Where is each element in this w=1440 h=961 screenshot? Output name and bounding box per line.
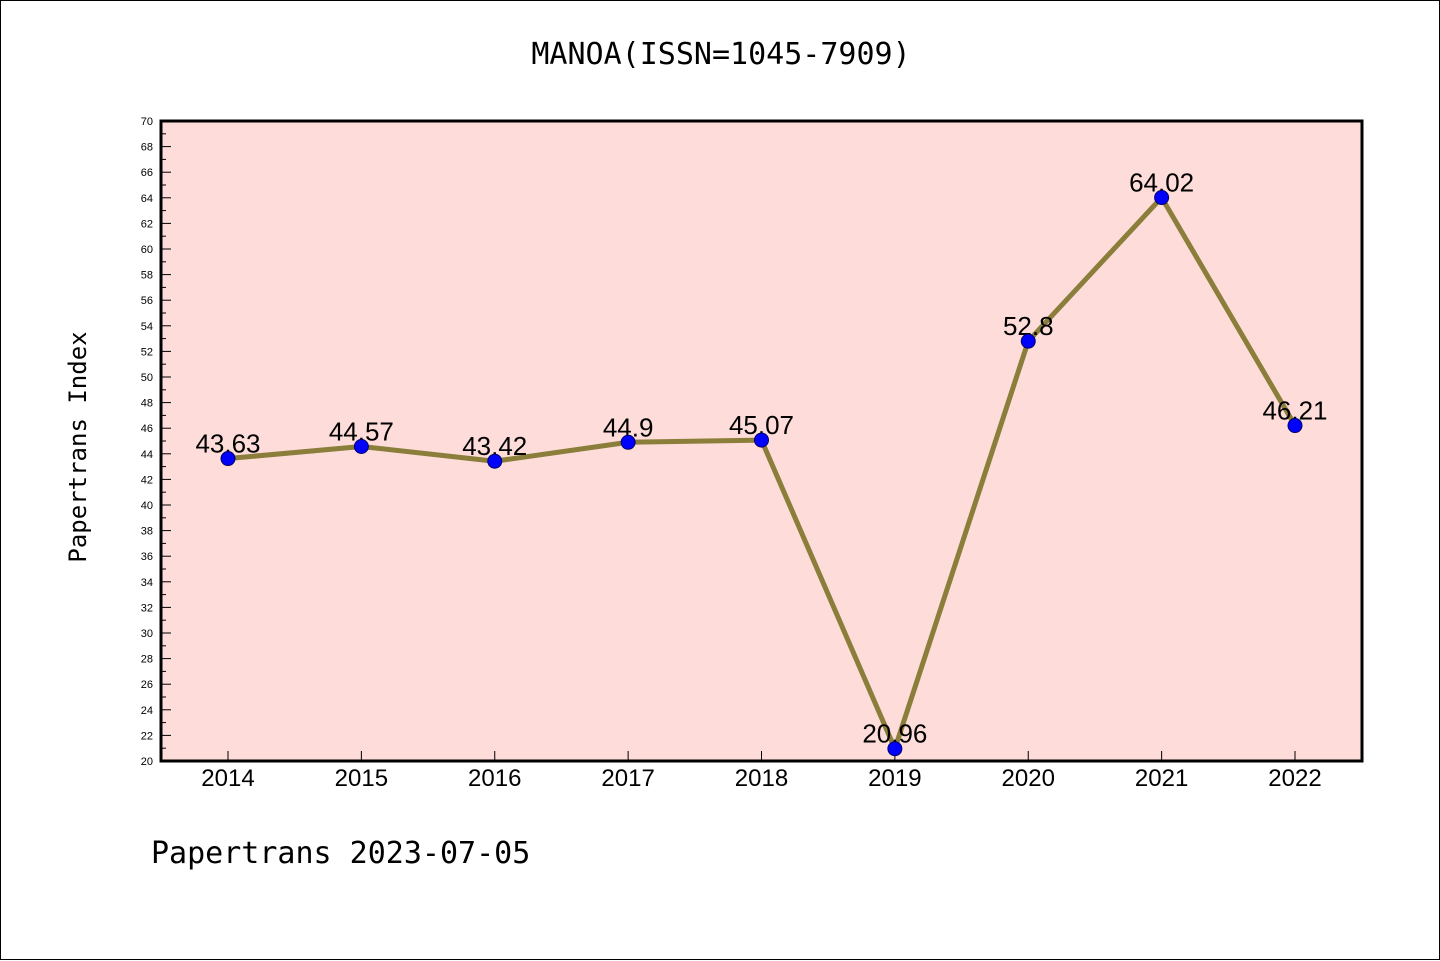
y-tick-label: 58 xyxy=(141,270,153,282)
data-point xyxy=(1154,190,1170,206)
data-point xyxy=(353,439,369,455)
footer-date: Papertrans 2023-07-05 xyxy=(151,836,531,871)
y-tick-label: 56 xyxy=(141,295,153,307)
plot-border xyxy=(159,119,1364,763)
data-point xyxy=(487,453,503,469)
y-tick-label: 36 xyxy=(141,551,153,563)
y-tick-label: 44 xyxy=(141,449,153,461)
data-point xyxy=(1287,418,1303,434)
y-tick-label: 38 xyxy=(141,526,153,538)
x-tick-label: 2017 xyxy=(601,765,654,792)
y-tick-label: 28 xyxy=(141,654,153,666)
x-tick-label: 2019 xyxy=(868,765,921,792)
y-tick-label: 50 xyxy=(141,372,153,384)
x-tick-label: 2016 xyxy=(468,765,521,792)
y-tick-label: 54 xyxy=(141,321,153,333)
y-tick-label: 42 xyxy=(141,474,153,486)
y-tick-label: 62 xyxy=(141,218,153,230)
x-tick-label: 2021 xyxy=(1135,765,1188,792)
y-tick-label: 24 xyxy=(141,705,153,717)
x-tick-label: 2014 xyxy=(201,765,254,792)
x-tick-label: 2018 xyxy=(735,765,788,792)
y-tick-label: 40 xyxy=(141,500,153,512)
y-tick-label: 32 xyxy=(141,602,153,614)
y-tick-label: 68 xyxy=(141,142,153,154)
y-tick-label: 20 xyxy=(141,756,153,768)
data-point xyxy=(887,741,903,757)
x-tick-label: 2022 xyxy=(1268,765,1321,792)
y-tick-label: 30 xyxy=(141,628,153,640)
y-tick-label: 22 xyxy=(141,730,153,742)
y-tick-label: 34 xyxy=(141,577,153,589)
data-point xyxy=(220,451,236,467)
x-tick-label: 2015 xyxy=(335,765,388,792)
data-point xyxy=(1020,333,1036,349)
y-tick-label: 60 xyxy=(141,244,153,256)
y-tick-label: 66 xyxy=(141,167,153,179)
y-tick-label: 52 xyxy=(141,346,153,358)
data-point xyxy=(620,434,636,450)
y-tick-label: 64 xyxy=(141,193,153,205)
y-tick-label: 70 xyxy=(141,116,153,128)
x-tick-label: 2020 xyxy=(1002,765,1055,792)
y-tick-label: 48 xyxy=(141,398,153,410)
data-point xyxy=(754,432,769,448)
y-tick-label: 46 xyxy=(141,423,153,435)
chart-title: MANOA(ISSN=1045-7909) xyxy=(531,37,911,72)
y-tick-label: 26 xyxy=(141,679,153,691)
